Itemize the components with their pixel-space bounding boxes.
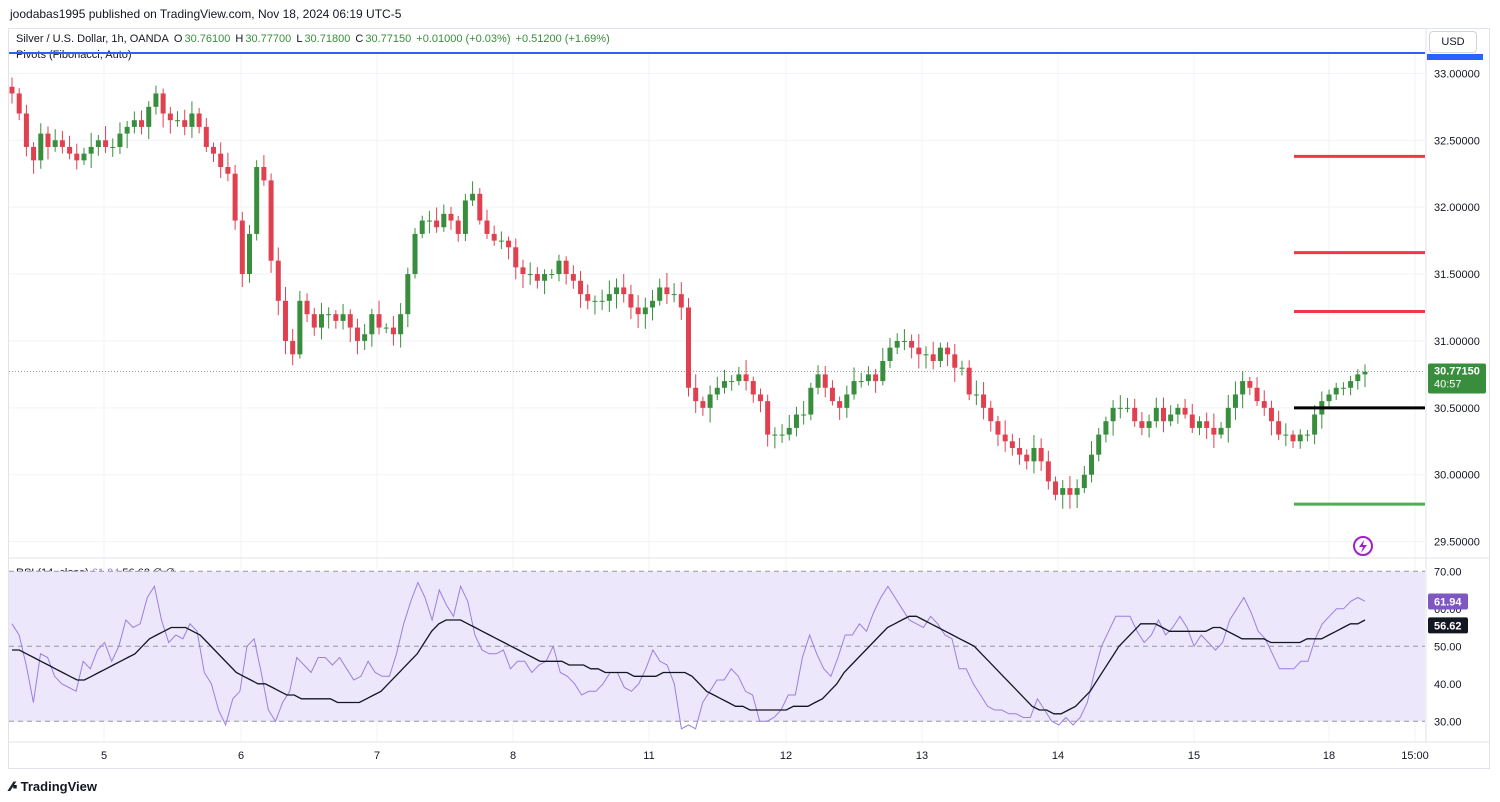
change-total: +0.51200 (+1.69%) [515,33,610,45]
symbol-legend: Silver / U.S. Dollar, 1h, OANDA O 30.7610… [16,33,612,45]
brand-name: TradingView [20,778,97,794]
tv-logo-icon: ⁄⁄▪ [10,778,18,794]
rsi-name[interactable]: RSI (14, close) [16,567,89,579]
open-value: 30.76100 [184,33,231,45]
rsi-legend-empty-1: ∅ [153,567,163,579]
low-label: L [296,33,303,45]
close-label: C [355,33,364,45]
currency-button[interactable]: USD [1429,31,1477,53]
high-value: 30.77700 [245,33,292,45]
symbol-name[interactable]: Silver / U.S. Dollar, 1h, OANDA [16,33,169,45]
high-label: H [235,33,244,45]
rsi-legend-ma: 56.62 [122,567,150,579]
publisher-line: joodabas1995 published on TradingView.co… [10,7,402,21]
open-label: O [173,33,183,45]
chart-frame [8,28,1490,769]
tradingview-logo[interactable]: ⁄⁄▪ TradingView [10,778,97,794]
pivots-legend[interactable]: Pivots (Fibonacci, Auto) [16,49,132,61]
low-value: 30.71800 [304,33,351,45]
close-value: 30.77150 [365,33,412,45]
rsi-legend: RSI (14, close) 61.94 56.62 ∅ ∅ [16,566,175,579]
change-value: +0.01000 (+0.03%) [416,33,511,45]
rsi-legend-empty-2: ∅ [165,567,176,579]
rsi-legend-value: 61.94 [91,567,120,579]
